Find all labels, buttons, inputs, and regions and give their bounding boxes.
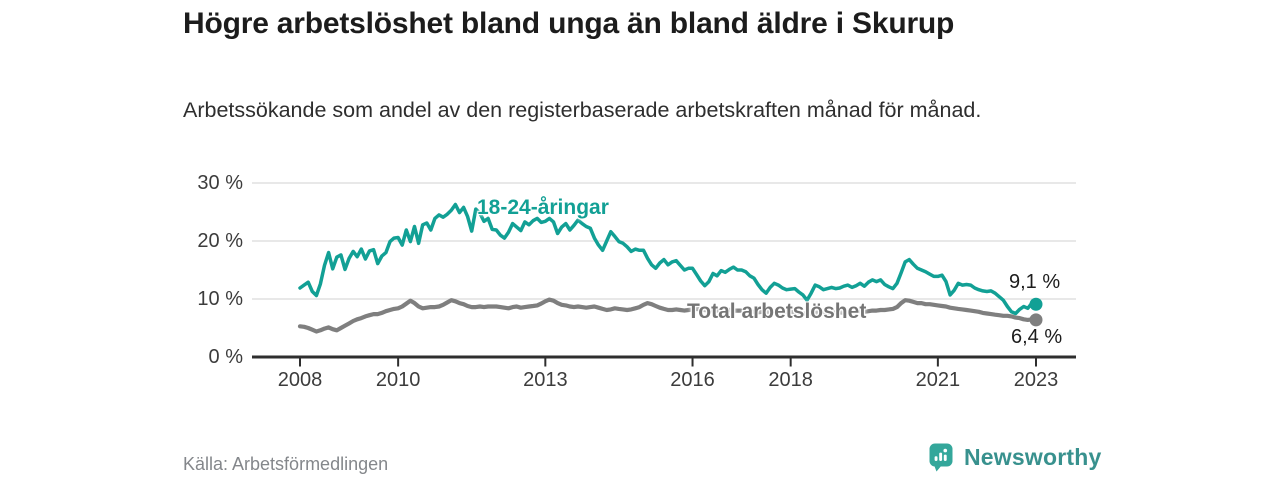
series-label-total: Total arbetslöshet xyxy=(687,300,867,323)
x-tick-label: 2018 xyxy=(768,369,813,391)
x-tick-label: 2010 xyxy=(375,369,421,391)
series-line xyxy=(298,202,1038,316)
newsworthy-icon xyxy=(929,443,953,472)
x-tick-label: 2008 xyxy=(277,369,323,391)
y-tick-label: 10 % xyxy=(197,288,243,310)
x-tick-label: 2016 xyxy=(670,369,715,391)
newsworthy-logo-text: Newsworthy xyxy=(964,444,1102,470)
y-tick-label: 20 % xyxy=(197,230,243,252)
chart-subtitle: Arbetssökande som andel av den registerb… xyxy=(183,98,982,122)
series-label-young: 18-24-åringar xyxy=(477,196,609,219)
series-line xyxy=(297,297,1039,334)
source-note: Källa: Arbetsförmedlingen xyxy=(183,454,389,474)
series-end-dot xyxy=(1029,313,1043,327)
x-tick-label: 2021 xyxy=(915,369,961,391)
y-tick-label: 30 % xyxy=(197,172,243,194)
series-end-dot xyxy=(1029,297,1043,311)
newsworthy-logo[interactable]: Newsworthy xyxy=(929,443,1101,472)
end-value-young: 9,1 % xyxy=(1009,271,1061,293)
x-tick-label: 2023 xyxy=(1013,369,1059,391)
chart-title: Högre arbetslöshet bland unga än bland ä… xyxy=(183,7,955,40)
y-tick-label: 0 % xyxy=(208,346,243,368)
x-tick-label: 2013 xyxy=(523,369,568,391)
end-value-total: 6,4 % xyxy=(1011,326,1063,348)
